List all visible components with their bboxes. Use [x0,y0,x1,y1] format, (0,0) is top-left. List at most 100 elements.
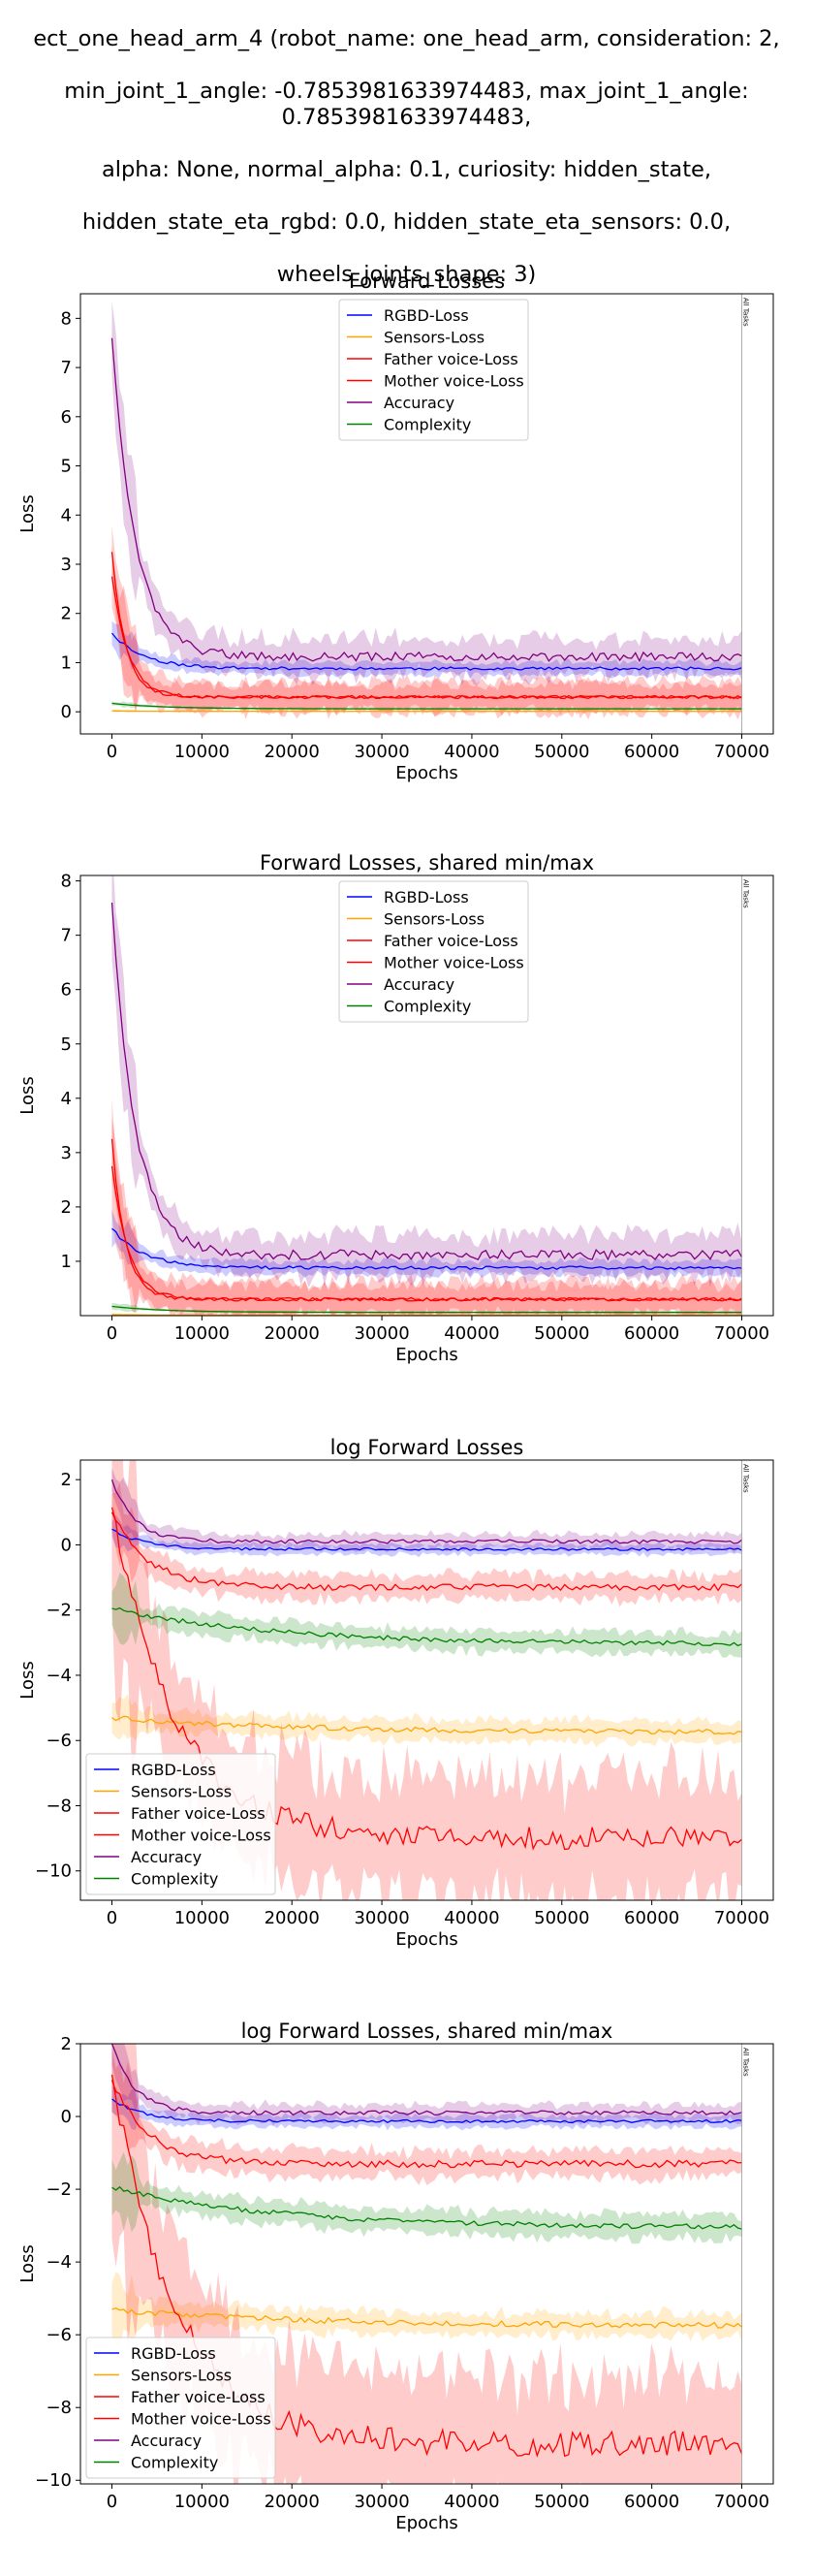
legend-entry: Accuracy [384,394,454,412]
legend-entry: Father voice-Loss [384,932,518,950]
series-line-4 [110,2044,742,2116]
y-tick-label: 1 [61,652,72,673]
y-tick-label: −4 [46,1666,72,1686]
chart-log-forward-losses-shared: All Tasks 0 10000 20000 30000 40000 50000 60000… [17,2019,774,2533]
y-tick-label: 3 [61,1143,72,1163]
plot-frame [79,875,774,1317]
y-tick-label: −6 [46,1731,72,1751]
x-tick-label: 60000 [624,742,679,762]
x-tick-label: 20000 [265,742,320,762]
x-tick-label: 70000 [714,1908,769,1928]
legend-entry: Father voice-Loss [384,350,518,368]
y-tick-label: 2 [61,1470,72,1490]
legend-entry: Complexity [131,1870,218,1889]
series-line-4 [110,1479,742,1544]
series-line-0 [111,2098,742,2124]
y-tick-label: 7 [61,926,72,946]
figure-title-line: alpha: None, normal_alpha: 0.1, curiosit… [101,157,712,182]
series-band-2 [111,1117,742,1316]
y-tick-label: 5 [61,1034,72,1055]
x-tick-label: 50000 [534,1908,589,1928]
y-tick-label: −8 [46,2398,72,2418]
series-band-0 [111,1209,742,1280]
x-tick-label: 30000 [354,2492,409,2512]
series-band-2 [111,1482,742,1607]
series-band-0 [111,620,742,680]
chart-title: log Forward Losses, shared min/max [241,2019,613,2043]
x-tick-label: 0 [107,1323,117,1344]
plot-area [110,301,742,720]
y-tick-label: 0 [61,1535,72,1555]
x-tick-label: 20000 [265,1323,320,1344]
x-tick-label: 30000 [354,1323,409,1344]
figure-title-line: ect_one_head_arm_4 (robot_name: one_head… [33,26,780,51]
legend-entry: RGBD-Loss [131,1761,216,1779]
x-tick-label: 10000 [174,742,230,762]
legend-entry: Accuracy [131,1848,202,1866]
legend-entry: Mother voice-Loss [131,2410,271,2429]
all-tasks-label: All Tasks [742,298,750,327]
y-tick-label: 0 [61,702,72,722]
legend: RGBD-Loss Sensors-Loss Father voice-Loss Mo… [338,299,529,441]
y-tick-label: 0 [61,2107,72,2127]
legend-entry: RGBD-Loss [384,306,469,325]
y-tick-label: 4 [61,505,72,525]
x-tick-label: 50000 [534,742,589,762]
x-tick-label: 70000 [714,2492,769,2512]
x-tick-label: 40000 [444,1908,499,1928]
x-tick-label: 0 [107,742,117,762]
chart-forward-losses-shared: All Tasks 0 10000 20000 30000 40000 50000 60000… [17,851,774,1365]
x-axis-label: Epochs [395,2513,458,2533]
y-tick-label: 3 [61,555,72,575]
y-tick-label: −10 [35,1861,72,1882]
x-tick-label: 70000 [714,1323,769,1344]
legend-entry: RGBD-Loss [131,2344,216,2363]
figure-title: ect_one_head_arm_4 (robot_name: one_head… [0,0,813,314]
series-band-1 [111,1694,742,1748]
series-line-3 [110,552,742,700]
y-tick-label: 8 [61,872,72,892]
x-tick-label: 50000 [534,2492,589,2512]
series-line-1 [111,1314,742,1316]
x-tick-label: 30000 [354,742,409,762]
figure-title-line: hidden_state_eta_rgbd: 0.0, hidden_state… [81,209,732,235]
legend-entry: Father voice-Loss [131,2388,266,2406]
series-band-5 [111,2151,742,2244]
x-tick-label: 40000 [444,2492,499,2512]
series-band-4 [111,1467,742,1553]
y-tick-label: −8 [46,1796,72,1816]
chart-log-forward-losses: All Tasks 0 10000 20000 30000 40000 50000 60000… [17,1436,774,1950]
legend-entry: RGBD-Loss [384,888,469,906]
series-band-3 [111,525,742,717]
legend-entry: Complexity [384,998,471,1016]
legend-entry: Mother voice-Loss [131,1827,271,1845]
legend: RGBD-Loss Sensors-Loss Father voice-Loss Mo… [85,1753,276,1895]
legend-box [338,299,529,441]
series-band-4 [111,2044,742,2126]
x-tick-label: 70000 [714,742,769,762]
legend: RGBD-Loss Sensors-Loss Father voice-Loss Mo… [338,880,529,1023]
legend-entry: Complexity [384,416,471,434]
y-tick-label: 5 [61,457,72,477]
legend-entry: Mother voice-Loss [384,954,524,972]
chart-title: Forward Losses, shared min/max [260,851,594,875]
x-tick-label: 20000 [265,2492,320,2512]
series-line-2 [110,2080,742,2169]
y-tick-label: 4 [61,1089,72,1109]
series-band-2 [111,2049,742,2185]
legend-entry: Sensors-Loss [384,329,485,347]
y-tick-label: −10 [35,2470,72,2491]
series-line-3 [110,1138,742,1302]
all-tasks-label: All Tasks [742,879,750,908]
legend-entry: Accuracy [131,2432,202,2450]
x-tick-label: 0 [107,1908,117,1928]
series-band-5 [111,1303,742,1315]
series-line-4 [110,902,743,1261]
series-line-5 [111,2185,742,2230]
y-axis-label: Loss [17,494,38,532]
x-axis-label: Epochs [395,1929,458,1950]
x-tick-label: 30000 [354,1908,409,1928]
series-band-3 [111,1097,742,1316]
x-tick-label: 20000 [265,1908,320,1928]
series-line-1 [111,2307,742,2329]
